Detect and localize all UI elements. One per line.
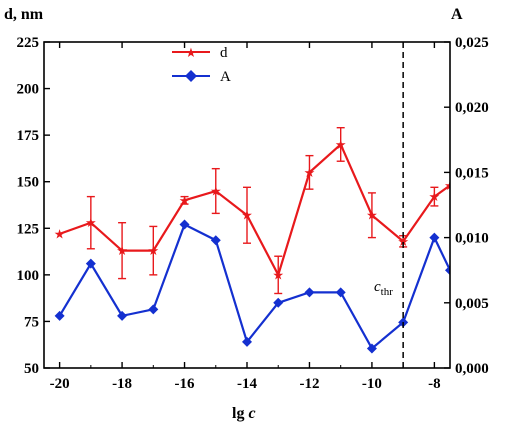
data-point-a <box>242 336 252 347</box>
y-left-axis-title: d, nm <box>4 6 44 23</box>
data-point-a <box>179 219 190 230</box>
data-point-d: ★ <box>116 244 128 259</box>
y-right-tick-label: 0,000 <box>455 361 489 377</box>
y-right-tick-label: 0,010 <box>455 231 489 247</box>
y-right-axis-title: A <box>451 6 463 23</box>
data-point-d: ★ <box>54 227 66 242</box>
series-line-a <box>58 223 450 351</box>
data-point-a <box>366 343 377 354</box>
threshold-label: cthr <box>374 279 393 298</box>
data-point-d: ★ <box>147 244 159 259</box>
x-tick-label: -18 <box>112 376 132 392</box>
series-layer: ★★★★★★★★★★★★★★ <box>54 126 456 354</box>
data-point-a <box>273 297 284 308</box>
data-point-a <box>85 258 96 269</box>
y-left-tick-label: 75 <box>24 314 39 330</box>
x-tick-label: -8 <box>428 376 441 392</box>
y-right-tick-label: 0,020 <box>455 100 489 116</box>
data-point-d: ★ <box>304 166 316 181</box>
data-point-d: ★ <box>85 216 97 231</box>
legend: ★ d A <box>172 45 231 85</box>
legend-marker-d-icon: ★ <box>185 46 197 61</box>
series-group: ★★★★★★★★★★★★★★ <box>54 126 456 354</box>
x-axis-title: lg c <box>232 405 256 422</box>
legend-marker-a-icon <box>185 70 197 82</box>
data-point-d: ★ <box>272 268 284 283</box>
data-point-d: ★ <box>179 194 191 209</box>
x-tick-label: -12 <box>299 376 319 392</box>
x-tick-label: -14 <box>237 376 257 392</box>
y-right-tick-label: 0,015 <box>455 165 489 181</box>
data-point-d: ★ <box>335 138 347 153</box>
data-point-a <box>148 304 159 315</box>
y-left-tick-label: 100 <box>17 268 40 284</box>
series-line-d <box>59 142 450 278</box>
data-point-d: ★ <box>241 209 253 224</box>
data-point-a <box>54 310 65 321</box>
data-point-a <box>445 265 450 276</box>
y-left-tick-label: 150 <box>17 175 40 191</box>
data-point-a <box>117 310 128 321</box>
y-right-tick-label: 0,005 <box>455 296 489 312</box>
axes: -20 -18 -16 -14 -12 -10 -8 50 75 100 125 150 175 200 2… <box>17 35 489 392</box>
y-left-tick-label: 225 <box>17 35 40 51</box>
legend-label-a: A <box>220 69 231 85</box>
legend-label-d: d <box>220 45 228 61</box>
y-left-tick-label: 50 <box>24 361 39 377</box>
data-point-a <box>304 287 315 298</box>
y-left-tick-label: 200 <box>17 82 40 98</box>
x-tick-label: -16 <box>175 376 195 392</box>
x-tick-label: -20 <box>50 376 70 392</box>
data-point-d: ★ <box>210 185 222 200</box>
data-point-a <box>210 235 221 246</box>
data-point-d: ★ <box>366 209 378 224</box>
y-left-tick-label: 175 <box>17 128 40 144</box>
data-point-d: ★ <box>444 179 456 194</box>
data-point-d: ★ <box>429 190 441 205</box>
y-right-tick-label: 0,025 <box>455 35 489 51</box>
data-point-a <box>429 232 440 243</box>
x-tick-label: -10 <box>362 376 382 392</box>
y-left-tick-label: 125 <box>17 221 40 237</box>
data-point-a <box>335 287 346 298</box>
